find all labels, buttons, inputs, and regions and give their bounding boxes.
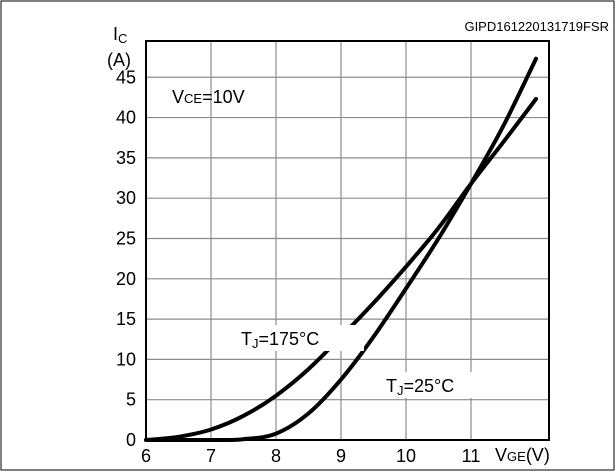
vce-annotation: VCE=10V [172,87,245,107]
y-tick-label: 35 [116,148,136,168]
series-label-25: TJ=25°C [386,376,454,398]
y-tick-label: 30 [116,188,136,208]
y-tick-label: 45 [116,67,136,87]
x-tick-label: 11 [462,446,481,466]
figure-code: GIPD161220131719FSR [464,19,609,34]
x-tick-labels: 6 7 8 9 10 11 [141,446,480,466]
y-tick-label: 40 [116,108,136,128]
y-tick-label: 0 [126,430,136,450]
y-tick-label: 25 [116,228,136,248]
y-tick-labels: 0 5 10 15 20 25 30 35 40 45 [116,67,136,450]
series-label-175-bg [236,325,364,351]
x-tick-label: 6 [141,446,151,466]
x-tick-label: 8 [271,446,281,466]
plot-frame [145,40,550,441]
x-tick-label: 9 [336,446,346,466]
x-tick-label: 7 [206,446,216,466]
y-tick-label: 15 [116,309,136,329]
y-axis-title: IC [113,24,127,46]
y-tick-label: 10 [116,349,136,369]
y-tick-label: 20 [116,269,136,289]
y-axis-unit: (A) [107,50,131,70]
grid [146,41,549,440]
series-label-175: TJ=175°C [241,329,319,351]
x-tick-label: 10 [396,446,416,466]
y-tick-label: 5 [126,390,136,410]
series-label-25-bg [380,372,490,398]
x-axis-title: VGE(V) [495,445,550,465]
